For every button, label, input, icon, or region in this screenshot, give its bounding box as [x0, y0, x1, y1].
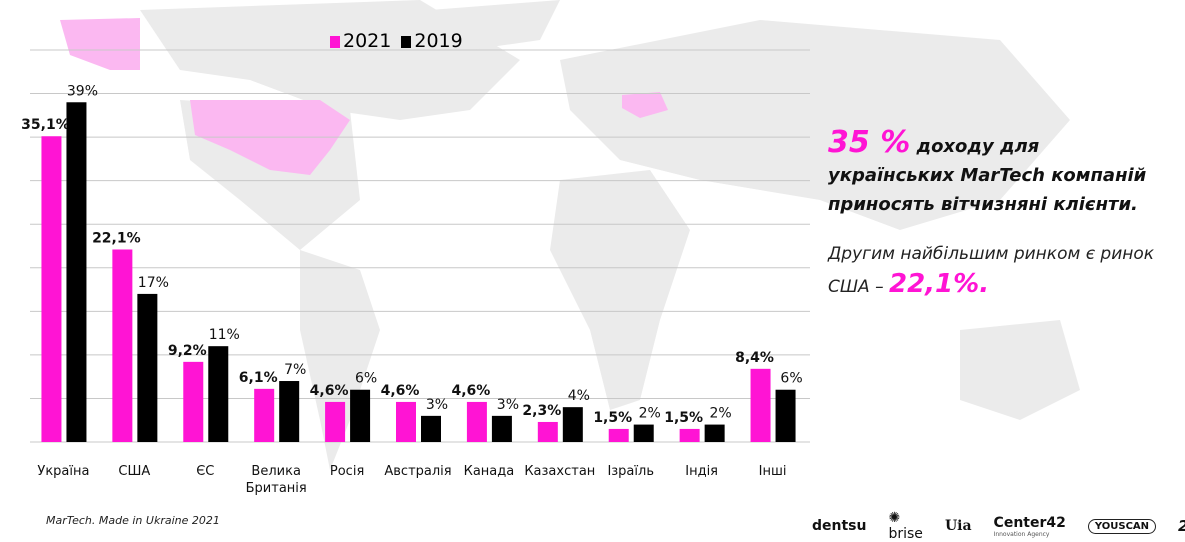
- bar-2019: [350, 389, 371, 442]
- data-label-2021: 4,6%: [381, 383, 420, 399]
- data-label-2019: 17%: [138, 275, 169, 291]
- headline-text-2: українських MarTech компаній приносять в…: [828, 165, 1147, 215]
- bar-2019: [208, 346, 229, 442]
- center42-sub: Innovation Agency: [993, 530, 1050, 538]
- subtext-figure: 22,1%.: [889, 269, 990, 299]
- data-label-2021: 6,1%: [239, 370, 278, 386]
- category-label: Австралія: [384, 464, 451, 479]
- category-label: Канада: [464, 464, 515, 479]
- legend-swatch: [401, 35, 412, 48]
- legend-item-2021: 2021: [330, 30, 391, 52]
- data-label-2019: 39%: [67, 83, 98, 99]
- bar-2021: [608, 428, 629, 442]
- source-note: MarTech. Made in Ukraine 2021: [46, 514, 220, 527]
- bar-2019: [704, 424, 725, 442]
- page-number: 29: [1178, 517, 1185, 535]
- category-label: Британія: [246, 481, 307, 496]
- bar-2021: [466, 401, 487, 442]
- youscan-logo: YOUSCAN: [1087, 518, 1157, 534]
- data-label-2021: 9,2%: [168, 343, 207, 359]
- bar-2019: [421, 415, 441, 442]
- category-label: Росія: [330, 464, 364, 479]
- bar-2019: [633, 424, 654, 442]
- legend-swatch: [330, 35, 340, 48]
- subtext-body: Другим найбільшим ринком є ринок США –: [828, 244, 1155, 297]
- data-label-2019: 3%: [426, 397, 448, 413]
- dentsu-logo: dentsu: [812, 518, 867, 534]
- bar-2021: [325, 401, 346, 442]
- headline-text-1: доходу для: [910, 136, 1040, 157]
- headline: 35 % доходу для українських MarTech компа…: [828, 128, 1178, 219]
- bar-2021: [750, 368, 771, 442]
- subtext: Другим найбільшим ринком є ринок США – 2…: [828, 239, 1178, 302]
- legend: 2021 2019: [330, 30, 463, 52]
- bar-2019: [775, 389, 796, 442]
- data-label-2019: 2%: [639, 406, 661, 422]
- uia-logo: Uia: [944, 518, 972, 534]
- data-label-2021: 22,1%: [92, 230, 141, 246]
- data-label-2021: 35,1%: [21, 117, 70, 133]
- category-label: Ізраїль: [607, 464, 654, 479]
- bar-2021: [679, 428, 700, 442]
- data-label-2019: 7%: [284, 362, 306, 378]
- category-label: США: [118, 464, 150, 479]
- bar-2021: [254, 388, 275, 442]
- data-label-2019: 11%: [209, 327, 240, 343]
- category-label: Казахстан: [524, 464, 595, 479]
- legend-label: 2019: [414, 30, 463, 52]
- bar-2021: [41, 136, 62, 443]
- data-label-2021: 1,5%: [593, 410, 632, 426]
- bar-2021: [183, 361, 204, 442]
- data-label-2021: 1,5%: [664, 410, 703, 426]
- bar-2019: [137, 293, 158, 442]
- data-label-2019: 6%: [355, 371, 377, 387]
- data-label-2021: 8,4%: [735, 350, 774, 366]
- legend-item-2019: 2019: [401, 30, 463, 52]
- bar-2019: [66, 102, 87, 443]
- bar-2021: [112, 249, 133, 442]
- bar-2021: [537, 421, 558, 442]
- legend-label: 2021: [343, 30, 392, 52]
- category-label: ЄС: [196, 464, 214, 479]
- center42-text: Center42: [993, 514, 1066, 531]
- partner-logos: dentsu ✺ brise Uia Center42 Innovation Ag…: [812, 510, 1185, 542]
- bar-2019: [562, 407, 583, 442]
- bar-2019: [279, 381, 300, 442]
- data-label-2019: 2%: [710, 406, 732, 422]
- data-label-2019: 3%: [497, 397, 519, 413]
- center42-logo: Center42 Innovation Agency: [994, 515, 1066, 538]
- category-label: Інші: [759, 464, 787, 479]
- category-label: Індія: [685, 464, 718, 479]
- bar-2021: [396, 401, 416, 442]
- bar-chart: 35,1% 39% Україна 22,1% 17% США 9,2%11% ЄС 6,1% 7…: [21, 49, 810, 496]
- brise-text: brise: [888, 526, 923, 542]
- data-label-2019: 6%: [780, 371, 802, 387]
- category-label: Україна: [37, 464, 89, 479]
- data-label-2019: 4%: [568, 388, 590, 404]
- brise-logo: ✺ brise: [888, 510, 923, 542]
- category-label: Велика: [251, 464, 301, 479]
- data-label-2021: 4,6%: [310, 383, 349, 399]
- key-insight: 35 % доходу для українських MarTech компа…: [828, 128, 1178, 302]
- headline-figure: 35 %: [828, 125, 911, 160]
- data-label-2021: 2,3%: [522, 403, 561, 419]
- bar-2019: [491, 415, 512, 442]
- data-label-2021: 4,6%: [451, 383, 490, 399]
